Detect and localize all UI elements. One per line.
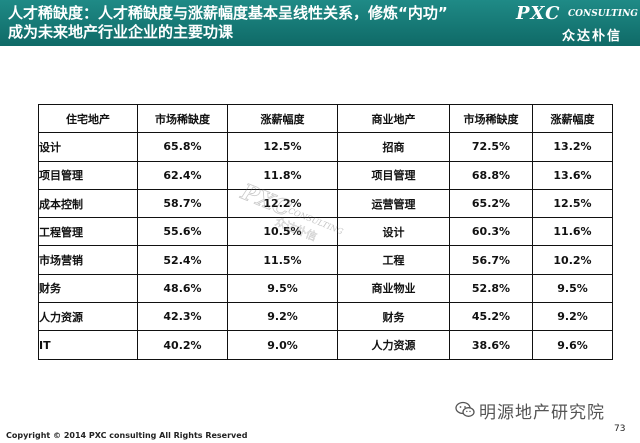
table-cell: 52.4% (137, 245, 228, 275)
table-cell: 11.5% (227, 245, 338, 275)
header-raise: 涨薪幅度 (227, 103, 338, 134)
table-cell: 13.2% (532, 132, 613, 162)
logo-subtext: CONSULTING (568, 9, 638, 19)
table-header-row: 住宅地产 市场稀缺度 涨薪幅度 商业地产 市场稀缺度 涨薪幅度 (38, 103, 613, 134)
table-cell: 48.6% (137, 273, 228, 304)
table-cell: 市场营销 (38, 245, 138, 275)
title-line-1: 人才稀缺度：人才稀缺度与涨薪幅度基本呈线性关系，修炼“内功” (8, 4, 448, 22)
table-cell: 成本控制 (38, 188, 138, 219)
table-cell: 45.2% (449, 302, 533, 332)
table-cell: 12.2% (227, 188, 338, 219)
table-cell: 42.3% (137, 302, 228, 332)
table-cell: 财务 (337, 302, 450, 332)
table-row: 市场营销 52.4% 11.5% 工程 56.7% 10.2% (38, 245, 613, 275)
table-cell: 65.2% (449, 188, 533, 219)
table-cell: 12.5% (227, 132, 338, 162)
table-cell: 68.8% (449, 160, 533, 190)
table-row: IT 40.2% 9.0% 人力资源 38.6% 9.6% (38, 330, 613, 360)
table-cell: 9.0% (227, 330, 338, 360)
table-cell: 项目管理 (38, 160, 138, 190)
slide-title: 人才稀缺度：人才稀缺度与涨薪幅度基本呈线性关系，修炼“内功” 成为未来地产行业企… (8, 4, 508, 42)
wechat-icon (455, 401, 475, 417)
table-cell: 设计 (38, 132, 138, 162)
wechat-account-name: 明源地产研究院 (479, 403, 605, 423)
table-cell: 62.4% (137, 160, 228, 190)
table-cell: 60.3% (449, 217, 533, 247)
table-row: 成本控制 58.7% 12.2% 运营管理 65.2% 12.5% (38, 188, 613, 219)
table-row: 财务 48.6% 9.5% 商业物业 52.8% 9.5% (38, 273, 613, 304)
table-cell: 9.2% (532, 302, 613, 332)
company-logo: PXC CONSULTING 众达朴信 (512, 0, 640, 46)
table-cell: 招商 (337, 132, 450, 162)
table-cell: 9.6% (532, 330, 613, 360)
table-cell: 项目管理 (337, 160, 450, 190)
header-residential: 住宅地产 (38, 103, 138, 134)
table-cell: 55.6% (137, 217, 228, 247)
header-commercial: 商业地产 (337, 103, 450, 134)
table-cell: 9.2% (227, 302, 338, 332)
page-number: 73 (614, 424, 626, 434)
header-scarcity: 市场稀缺度 (449, 103, 533, 134)
table-cell: 9.5% (532, 273, 613, 304)
table-cell: 11.8% (227, 160, 338, 190)
table-cell: 财务 (38, 273, 138, 304)
watermark-brand: PXC (237, 180, 295, 222)
watermark-logo: PXC CONSULTING 众达朴信 (236, 180, 345, 244)
table-cell: 工程管理 (38, 217, 138, 247)
table-cell: 12.5% (532, 188, 613, 219)
table-cell: 38.6% (449, 330, 533, 360)
copyright-text: Copyright © 2014 PXC consulting All Righ… (6, 431, 248, 440)
table-row: 人力资源 42.3% 9.2% 财务 45.2% 9.2% (38, 302, 613, 332)
table-cell: 13.6% (532, 160, 613, 190)
talent-scarcity-table: 住宅地产 市场稀缺度 涨薪幅度 商业地产 市场稀缺度 涨薪幅度 设计 65.8%… (38, 103, 613, 360)
table-cell: 人力资源 (337, 330, 450, 360)
table-cell: 11.6% (532, 217, 613, 247)
table-cell: 56.7% (449, 245, 533, 275)
table-cell: 72.5% (449, 132, 533, 162)
table-row: 设计 65.8% 12.5% 招商 72.5% 13.2% (38, 132, 613, 162)
table-cell: 9.5% (227, 273, 338, 304)
table-row: 工程管理 55.6% 10.5% 设计 60.3% 11.6% (38, 217, 613, 247)
table-cell: 设计 (337, 217, 450, 247)
table-cell: 58.7% (137, 188, 228, 219)
table-cell: 商业物业 (337, 273, 450, 304)
table-cell: 10.2% (532, 245, 613, 275)
table-cell: 10.5% (227, 217, 338, 247)
slide-header: 人才稀缺度：人才稀缺度与涨薪幅度基本呈线性关系，修炼“内功” 成为未来地产行业企… (0, 0, 640, 46)
header-scarcity: 市场稀缺度 (137, 103, 228, 134)
header-raise: 涨薪幅度 (532, 103, 613, 134)
table-cell: 65.8% (137, 132, 228, 162)
title-line-2: 成为未来地产行业企业的主要功课 (8, 23, 234, 41)
table-cell: 人力资源 (38, 302, 138, 332)
table-cell: IT (38, 330, 138, 360)
logo-chinese-text: 众达朴信 (562, 29, 623, 44)
logo-text: PXC (516, 3, 561, 24)
table-cell: 40.2% (137, 330, 228, 360)
table-row: 项目管理 62.4% 11.8% 项目管理 68.8% 13.6% (38, 160, 613, 190)
table-cell: 52.8% (449, 273, 533, 304)
